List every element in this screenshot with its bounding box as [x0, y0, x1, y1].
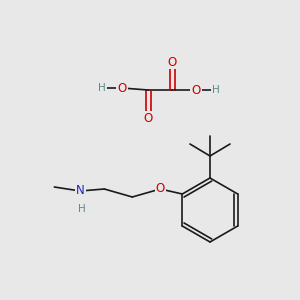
Text: O: O: [191, 83, 201, 97]
Text: O: O: [117, 82, 127, 94]
Text: N: N: [76, 184, 85, 197]
Text: H: H: [212, 85, 220, 95]
Text: O: O: [167, 56, 177, 68]
Text: H: H: [78, 204, 86, 214]
Text: H: H: [98, 83, 106, 93]
Text: O: O: [143, 112, 153, 124]
Text: O: O: [156, 182, 165, 196]
